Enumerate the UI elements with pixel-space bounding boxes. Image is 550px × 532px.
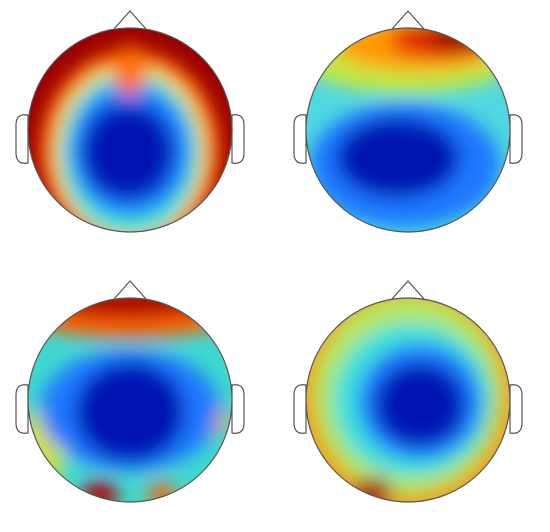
ear [509, 114, 523, 164]
ear [509, 384, 523, 434]
head [27, 297, 233, 503]
nose [113, 10, 147, 30]
topomap-1 [15, 10, 245, 233]
map [306, 298, 510, 502]
topomap-2 [293, 10, 523, 233]
ear [15, 114, 29, 164]
nose [113, 280, 147, 300]
map [28, 28, 232, 232]
head [305, 297, 511, 503]
nose [391, 10, 425, 30]
head [27, 27, 233, 233]
map [306, 28, 510, 232]
ear [293, 384, 307, 434]
topomap-3 [15, 280, 245, 503]
ear [15, 384, 29, 434]
head [305, 27, 511, 233]
ear [231, 384, 245, 434]
ear [231, 114, 245, 164]
ear [293, 114, 307, 164]
map [28, 298, 232, 502]
topomap-4 [293, 280, 523, 503]
nose [391, 280, 425, 300]
